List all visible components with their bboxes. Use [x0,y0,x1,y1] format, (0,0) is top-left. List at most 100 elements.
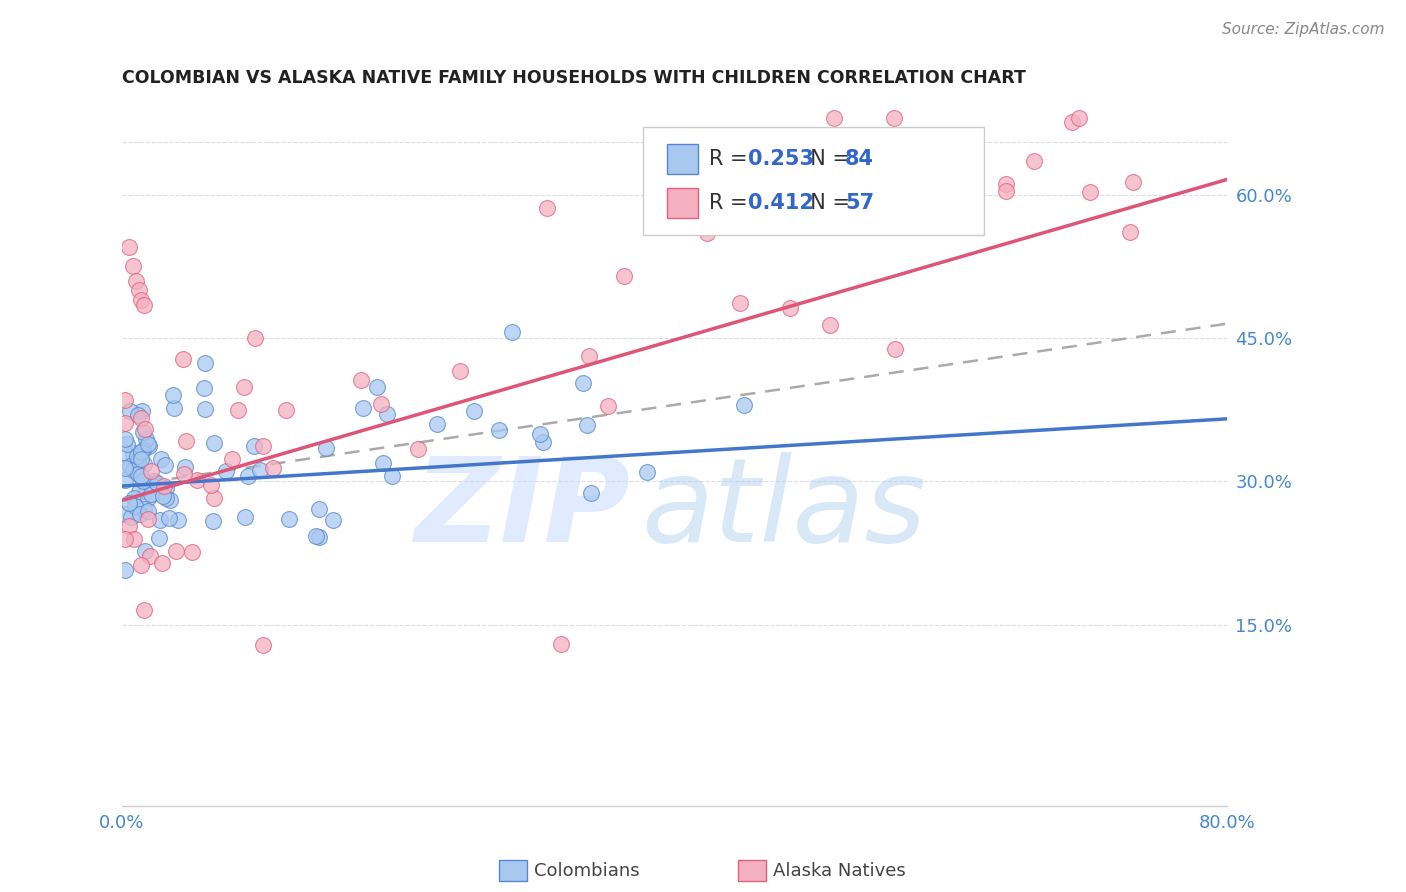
Point [579,485,602,500]
Point [576,418,599,433]
Point [136,437,159,451]
Point [181,545,204,559]
Point [202,491,225,505]
Point [129,410,152,425]
Point [322,513,344,527]
Point [571,376,593,391]
Point [304,529,326,543]
Point [114,474,136,488]
Point [134,502,156,516]
Point [173,460,195,475]
Point [994,184,1017,198]
Point [132,457,155,471]
Point [132,443,155,458]
Point [883,342,905,356]
Point [463,404,485,418]
Point [131,403,153,417]
Point [129,507,152,521]
Point [226,403,249,417]
Point [127,467,149,482]
Point [696,226,718,240]
Point [122,260,145,274]
Point [136,512,159,526]
Text: Colombians: Colombians [534,862,640,880]
Point [167,513,190,527]
Point [381,468,404,483]
Point [488,423,510,437]
Text: R =: R = [709,149,754,169]
Point [371,456,394,470]
Point [118,518,141,533]
Point [252,439,274,453]
Point [136,504,159,518]
Point [155,481,177,495]
Point [1119,225,1142,239]
Text: 0.253: 0.253 [748,149,814,169]
Point [262,461,284,475]
Point [898,156,921,170]
Text: 0.412: 0.412 [748,193,814,213]
Point [204,435,226,450]
Text: N =: N = [797,193,858,213]
Point [142,474,165,488]
Point [596,400,619,414]
Point [823,112,845,126]
Point [995,178,1018,192]
Point [308,530,330,544]
Point [883,112,905,126]
Point [249,463,271,477]
Point [194,401,217,416]
Point [163,401,186,415]
Point [155,491,177,506]
Point [128,283,150,297]
Point [138,439,160,453]
Point [134,297,156,311]
Point [127,453,149,467]
Point [243,330,266,344]
Point [121,446,143,460]
Point [806,183,828,197]
Point [1122,175,1144,189]
Point [115,436,138,450]
Point [149,513,172,527]
Point [728,296,751,310]
Point [146,476,169,491]
Point [366,380,388,394]
Point [200,477,222,491]
Text: R =: R = [709,193,754,213]
Point [132,425,155,439]
Point [550,637,572,651]
Point [135,483,157,498]
Point [114,564,136,578]
Point [114,446,136,460]
Point [129,469,152,483]
Point [370,397,392,411]
Point [276,403,298,417]
Point [315,441,337,455]
Point [308,502,330,516]
Point [114,507,136,521]
Point [118,458,141,473]
Point [128,485,150,500]
Point [162,387,184,401]
Point [243,439,266,453]
Point [114,392,136,407]
Point [134,543,156,558]
Point [613,268,636,283]
Point [118,240,141,254]
Point [408,442,430,457]
Point [426,417,449,431]
Point [165,544,187,558]
Point [131,293,153,307]
Text: Alaska Natives: Alaska Natives [773,862,905,880]
Point [235,509,257,524]
Point [129,558,152,573]
Point [122,463,145,477]
Point [125,274,148,288]
Point [125,450,148,464]
Point [1060,115,1083,129]
Point [193,380,215,394]
Point [375,407,398,421]
Text: ZIP: ZIP [415,451,630,566]
Point [138,476,160,491]
